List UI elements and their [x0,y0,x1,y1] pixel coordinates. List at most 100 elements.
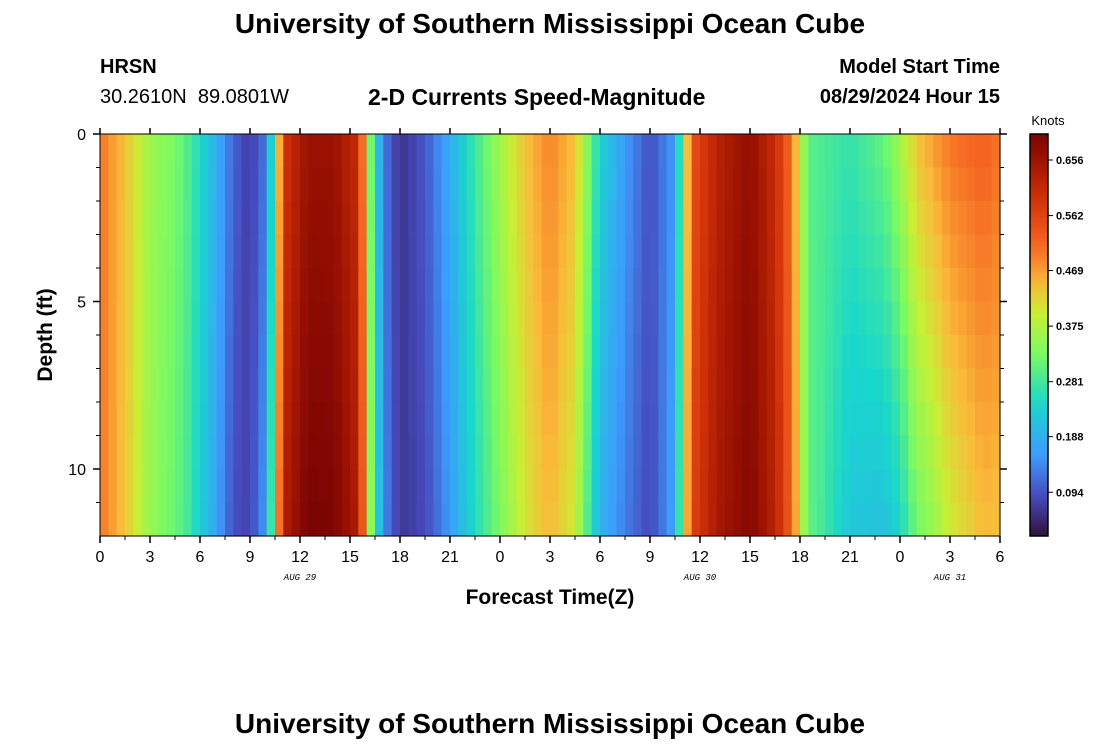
heatmap-cell [400,301,409,336]
heatmap-cell [825,402,834,437]
heatmap-cell [725,201,734,236]
heatmap-cell [983,368,993,403]
heatmap-cell [458,368,468,403]
heatmap-cell [108,301,118,336]
heatmap-cell [958,335,968,370]
heatmap-cell [158,134,168,169]
heatmap-cell [433,301,443,336]
heatmap-cell [408,502,418,537]
heatmap-cell [458,134,468,169]
heatmap-cell [266,268,276,303]
heatmap-cell [775,469,784,504]
heatmap-cell [183,301,193,336]
heatmap-cell [166,268,176,303]
heatmap-cell [250,335,259,370]
heatmap-cell [566,167,576,202]
heatmap-cell [858,234,868,269]
colorbar-bar [1029,133,1049,537]
heatmap-cell [675,167,684,202]
axes: 0 3 6 9 12 15 18 21 0 3 6 9 12 15 18 21 0 3 6 0 5 10 AUG 29 AUG… [68,127,1007,583]
heatmap-cell [791,502,801,537]
heatmap-cell [291,502,301,537]
heatmap-cell [458,234,468,269]
heatmap-cell [241,234,251,269]
heatmap-cell [891,402,901,437]
heatmap-cell [258,368,268,403]
heatmap-cell [833,502,843,537]
heatmap-cell [566,469,576,504]
heatmap-cell [575,301,584,336]
heatmap-cell [308,435,318,470]
heatmap-cell [316,301,326,336]
heatmap-cell [733,502,743,537]
heatmap-cell [475,469,484,504]
heatmap-cell [341,368,351,403]
heatmap-cell [350,234,359,269]
heatmap-cell [183,502,193,537]
heatmap-cell [833,469,843,504]
heatmap-cell [475,435,484,470]
heatmap-cell [908,268,918,303]
heatmap-cell [225,167,234,202]
heatmap-cell [383,301,393,336]
heatmap-cell [958,368,968,403]
heatmap-cell [175,502,184,537]
heatmap-cell [175,201,184,236]
heatmap-cell [841,435,851,470]
heatmap-cell [308,167,318,202]
heatmap-cell [125,435,134,470]
heatmap-cell [166,402,176,437]
heatmap-cell [708,268,718,303]
heatmap-cell [591,167,601,202]
heatmap-cell [508,368,518,403]
heatmap-cell [700,167,709,202]
heatmap-cell [400,402,409,437]
heatmap-cell [883,167,893,202]
heatmap-cell [533,201,543,236]
heatmap-cell [841,335,851,370]
heatmap-cell [841,134,851,169]
heatmap-cell [241,502,251,537]
heatmap-cell [875,234,884,269]
heatmap-cell [925,502,934,537]
x-tick-label: 6 [996,549,1005,566]
heatmap-cell [516,402,526,437]
heatmap-cell [891,368,901,403]
heatmap-cell [425,268,434,303]
heatmap-cell [400,335,409,370]
heatmap-cell [733,301,743,336]
heatmap-cell [275,502,284,537]
heatmap-cell [333,268,343,303]
heatmap-cell [750,234,759,269]
heatmap-cell [416,167,426,202]
heatmap-cell [950,502,959,537]
heatmap-cell [916,167,926,202]
heatmap-cell [916,435,926,470]
heatmap-cell [891,234,901,269]
heatmap-cell [683,335,693,370]
heatmap-cell [966,301,976,336]
heatmap-cell [558,502,568,537]
heatmap-cell [300,469,309,504]
heatmap-cell [725,268,734,303]
heatmap-cell [266,368,276,403]
heatmap-cell [225,502,234,537]
heatmap-cell [891,502,901,537]
heatmap-cell [950,201,959,236]
heatmap-cell [333,435,343,470]
heatmap-cell [325,268,334,303]
heatmap-cell [358,469,368,504]
heatmap-cell [458,435,468,470]
heatmap-cell [516,335,526,370]
heatmap-cell [216,134,226,169]
heatmap-cell [708,402,718,437]
heatmap-cell [450,502,459,537]
heatmap-cell [583,234,593,269]
heatmap-cell [900,335,909,370]
heatmap-cell [766,134,776,169]
heatmap-cell [983,167,993,202]
heatmap-cell [433,167,443,202]
heatmap-cell [875,435,884,470]
heatmap-cell [516,167,526,202]
